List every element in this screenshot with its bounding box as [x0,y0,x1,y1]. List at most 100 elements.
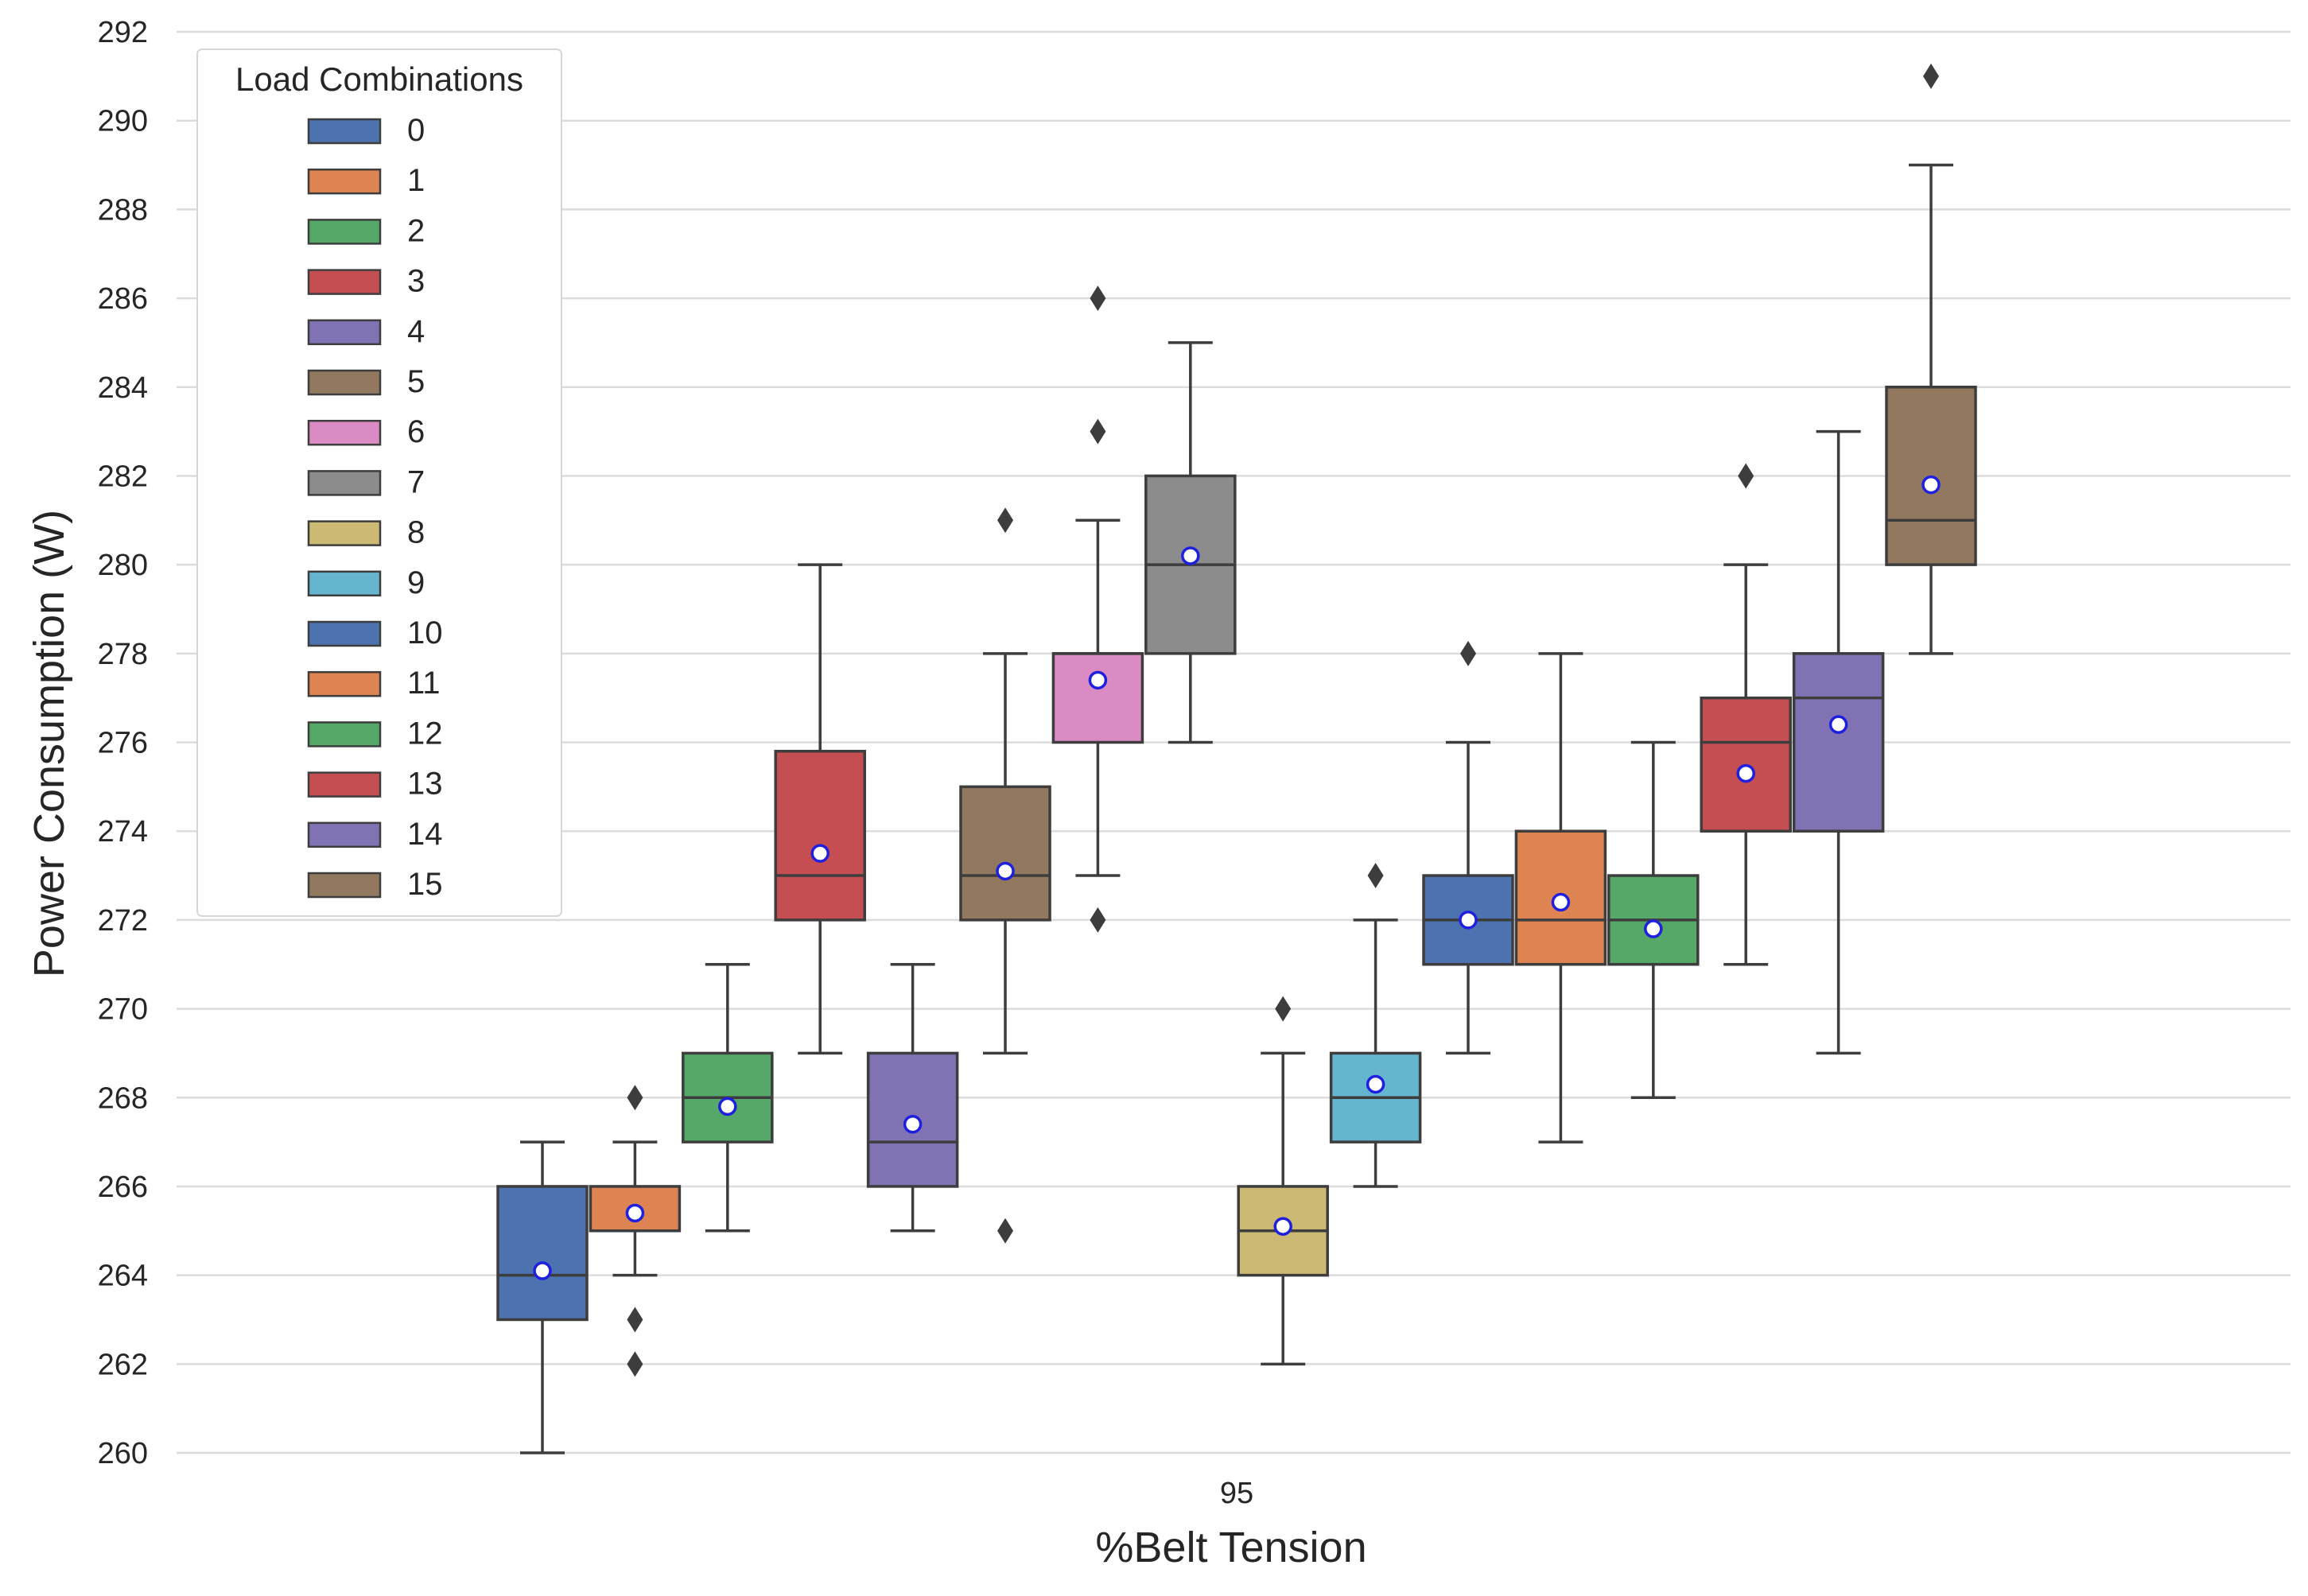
legend-label: 2 [407,213,425,248]
y-tick-label: 268 [98,1081,148,1115]
legend-label: 0 [407,113,425,148]
y-tick-label: 272 [98,904,148,938]
box-9 [1329,863,1422,1188]
outlier-marker [1460,640,1476,666]
y-tick-label: 288 [98,193,148,227]
outlier-marker [1090,418,1106,445]
legend-item-11: 11 [307,666,441,701]
y-tick-label: 260 [98,1437,148,1470]
legend-item-1: 1 [307,163,425,198]
legend-swatch [307,419,382,446]
mean-marker [1551,892,1571,912]
legend-item-12: 12 [307,716,443,751]
outlier-marker [627,1307,643,1333]
legend-item-10: 10 [307,615,443,650]
legend-label: 1 [407,163,425,198]
legend-swatch [307,470,382,496]
box-body [959,785,1051,922]
legend-swatch [307,670,382,697]
box-body [496,1185,589,1322]
y-tick-label: 264 [98,1260,148,1293]
mean-marker [1736,763,1755,783]
outlier-marker [1923,63,1939,89]
y-tick-label: 270 [98,993,148,1027]
mean-marker [1459,911,1478,930]
box-body [774,749,866,922]
box-8 [1237,996,1329,1366]
y-tick-label: 266 [98,1171,148,1204]
legend-label: 7 [407,464,425,499]
x-axis-ticks: 95 [1220,1477,1253,1510]
legend-label: 4 [407,314,425,349]
legend-swatch [307,721,382,748]
legend-swatch [307,319,382,346]
y-tick-label: 284 [98,371,148,405]
legend-item-7: 7 [307,464,425,499]
legend-label: 10 [407,615,443,650]
legend-label: 3 [407,264,425,299]
box-10 [1422,640,1514,1055]
mean-marker [903,1115,923,1134]
legend-swatch [307,872,382,899]
outlier-marker [627,1351,643,1377]
legend-item-9: 9 [307,565,425,600]
y-tick-label: 276 [98,727,148,760]
y-tick-label: 262 [98,1348,148,1381]
legend-swatch [307,821,382,848]
outlier-marker [997,507,1013,534]
y-tick-label: 290 [98,105,148,138]
mean-marker [1273,1217,1292,1236]
legend-swatch [307,269,382,295]
box-4 [866,962,959,1233]
mean-marker [1088,670,1108,690]
outlier-marker [1738,463,1754,489]
box-3 [774,563,866,1055]
legend-swatch [307,520,382,546]
legend-item-8: 8 [307,515,425,550]
box-7 [1144,341,1237,744]
mean-marker [1921,475,1941,495]
boxes [496,63,1977,1454]
outlier-marker [1275,996,1292,1022]
legend-item-6: 6 [307,414,425,449]
legend-item-15: 15 [307,867,443,902]
box-0 [496,1140,589,1454]
x-axis-label: %Belt Tension [1095,1524,1366,1571]
y-axis-label: Power Consumption (W) [25,510,73,977]
legend-swatch [307,620,382,647]
legend-label: 9 [407,565,425,600]
box-6 [1051,285,1144,933]
legend-label: 13 [407,767,443,802]
mean-marker [1366,1074,1385,1094]
y-tick-label: 286 [98,282,148,316]
box-14 [1792,429,1885,1055]
box-13 [1700,463,1792,966]
box-15 [1885,63,1977,655]
legend-item-0: 0 [307,113,425,148]
legend-item-4: 4 [307,314,425,349]
legend-swatch [307,168,382,195]
y-tick-label: 280 [98,549,148,582]
box-5 [959,507,1051,1244]
legend-label: 8 [407,515,425,550]
outlier-marker [627,1085,643,1111]
outlier-marker [1090,907,1106,933]
outlier-marker [1090,285,1106,312]
mean-marker [810,844,830,863]
y-tick-label: 282 [98,460,148,493]
mean-marker [1181,546,1200,565]
legend-label: 5 [407,364,425,399]
mean-marker [1828,715,1848,734]
mean-markers [533,475,1941,1280]
legend-item-14: 14 [307,817,443,852]
x-tick-label: 95 [1220,1477,1253,1510]
legend-title: Load Combinations [235,60,523,98]
legend-swatch [307,570,382,597]
mean-marker [996,861,1015,881]
mean-marker [625,1203,645,1223]
legend-item-13: 13 [307,767,443,802]
box-body [1792,652,1885,833]
mean-marker [533,1261,552,1280]
